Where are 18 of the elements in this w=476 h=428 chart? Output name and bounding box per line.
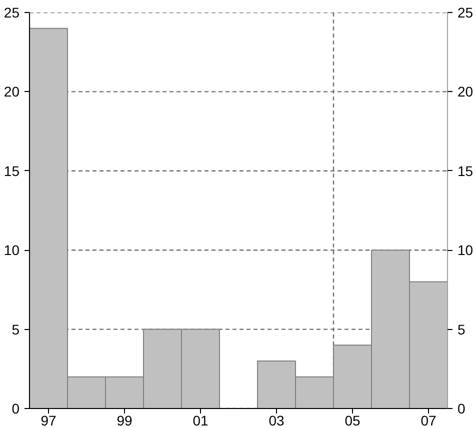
- x-tick-label: 97: [40, 412, 56, 428]
- x-tick-label: 05: [344, 412, 360, 428]
- y2-tick-label: 5: [458, 321, 466, 338]
- y-tick-label: 5: [12, 321, 20, 338]
- x-tick-label: 01: [192, 412, 208, 428]
- y-tick-label: 15: [4, 162, 20, 179]
- y2-tick-label: 20: [458, 84, 474, 100]
- y2-tick-label: 15: [458, 162, 474, 179]
- y-tick-label: 25: [4, 4, 20, 20]
- y-tick-label: 20: [4, 84, 20, 100]
- y2-tick-label: 0: [458, 400, 466, 416]
- x-tick-label: 99: [116, 412, 132, 428]
- y2-tick-label: 25: [458, 4, 474, 20]
- y2-tick-label: 10: [458, 242, 474, 258]
- x-tick-label: 07: [420, 412, 436, 428]
- y-tick-label: 10: [4, 242, 20, 258]
- x-tick-label: 03: [268, 412, 284, 428]
- y-tick-label: 0: [12, 400, 20, 416]
